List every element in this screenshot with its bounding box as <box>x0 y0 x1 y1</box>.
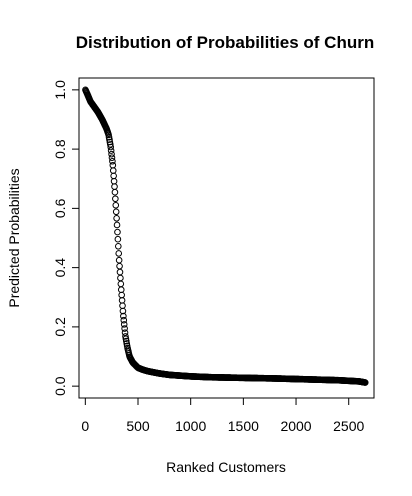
data-point <box>117 280 125 288</box>
data-point <box>122 333 129 340</box>
y-tick-label: 0.4 <box>52 258 68 278</box>
data-point <box>120 316 128 324</box>
x-tick-label: 500 <box>126 418 150 434</box>
x-axis-label: Ranked Customers <box>166 459 286 475</box>
data-point <box>123 337 130 345</box>
data-point <box>114 228 121 236</box>
data-point <box>116 262 123 270</box>
data-point <box>109 167 117 174</box>
x-tick-label: 0 <box>81 418 89 434</box>
y-tick-label: 0.6 <box>52 198 68 218</box>
data-point <box>120 312 127 320</box>
data-point <box>112 201 120 209</box>
y-axis-label: Predicted Probabilities <box>6 168 22 307</box>
data-point <box>121 325 128 332</box>
data-point <box>123 340 131 347</box>
chart-title: Distribution of Probabilities of Churn <box>76 33 374 52</box>
data-point <box>120 321 128 328</box>
y-tick-label: 1.0 <box>52 80 68 100</box>
data-point <box>115 250 123 257</box>
data-points <box>82 86 369 386</box>
data-point <box>114 235 122 243</box>
data-point <box>110 177 118 185</box>
data-point <box>111 183 118 190</box>
data-point <box>115 256 123 264</box>
x-tick-label: 1500 <box>228 418 259 434</box>
data-point <box>108 150 115 158</box>
data-point <box>112 208 120 216</box>
data-point <box>118 291 125 299</box>
data-point <box>110 172 117 180</box>
data-point <box>109 161 117 169</box>
y-axis: 0.0 0.2 0.4 0.6 0.8 1.0 <box>52 80 80 396</box>
data-point <box>112 195 119 203</box>
data-point <box>118 297 126 304</box>
x-tick-label: 2500 <box>333 418 364 434</box>
data-point <box>106 136 113 143</box>
data-point <box>106 141 114 148</box>
data-point <box>119 307 127 315</box>
x-axis: 0 500 1000 1500 2000 2500 <box>81 397 364 434</box>
data-point <box>113 215 120 222</box>
data-point <box>107 147 115 154</box>
data-point <box>122 335 130 343</box>
data-point <box>113 221 121 229</box>
data-point <box>121 329 129 336</box>
data-point <box>105 133 113 141</box>
plot-frame <box>78 77 375 399</box>
y-tick-label: 0.8 <box>52 139 68 159</box>
data-point <box>109 157 116 165</box>
data-point <box>105 131 112 139</box>
data-point <box>115 243 122 250</box>
data-point <box>117 274 124 282</box>
data-point <box>361 379 369 386</box>
y-tick-label: 0.2 <box>52 317 68 337</box>
x-tick-label: 2000 <box>280 418 311 434</box>
data-point <box>119 302 126 310</box>
data-point <box>108 154 116 161</box>
data-point <box>117 286 125 294</box>
data-point <box>111 188 119 196</box>
x-tick-label: 1000 <box>175 418 206 434</box>
y-tick-label: 0.0 <box>52 376 68 396</box>
data-point <box>116 268 124 276</box>
data-point <box>107 143 115 151</box>
